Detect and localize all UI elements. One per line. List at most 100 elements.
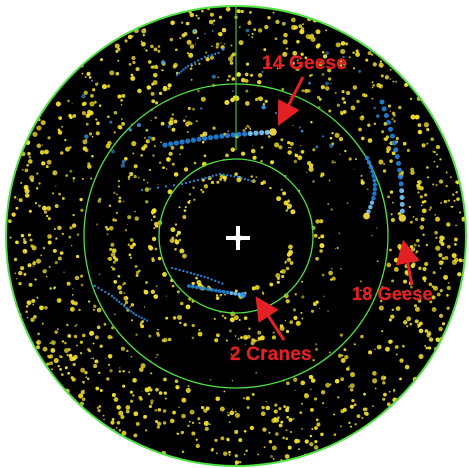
ground-clutter-dot bbox=[195, 14, 198, 17]
ground-clutter-dot bbox=[73, 354, 78, 360]
ground-clutter-dot bbox=[300, 27, 305, 31]
ground-clutter-dot bbox=[212, 19, 216, 23]
ground-clutter-speck bbox=[171, 162, 175, 166]
ground-clutter-dot bbox=[402, 290, 404, 293]
ground-clutter-dot bbox=[40, 254, 43, 257]
ground-clutter-dot bbox=[378, 83, 383, 89]
ground-clutter-dot bbox=[53, 357, 59, 364]
ground-clutter-dot bbox=[325, 382, 331, 388]
ground-clutter-dot bbox=[418, 266, 422, 270]
ground-clutter-dot bbox=[388, 390, 391, 393]
ground-clutter-dot bbox=[356, 414, 361, 419]
ground-clutter-speck bbox=[69, 226, 73, 230]
ground-clutter-dot bbox=[39, 150, 45, 155]
scatter-target-dot bbox=[121, 160, 126, 164]
ground-clutter-dot bbox=[137, 88, 142, 94]
ground-clutter-dot bbox=[309, 442, 314, 447]
ground-clutter-dot bbox=[202, 131, 208, 137]
ground-clutter-dot bbox=[225, 6, 231, 12]
ground-clutter-dot bbox=[89, 101, 95, 107]
cranes-2-track-echo bbox=[239, 291, 247, 299]
ground-clutter-dot bbox=[428, 337, 434, 342]
ground-clutter-dot bbox=[231, 52, 236, 57]
ground-clutter-dot bbox=[218, 15, 223, 19]
ground-clutter-dot bbox=[179, 37, 182, 40]
ground-clutter-dot bbox=[382, 169, 387, 173]
ground-clutter-dot bbox=[342, 110, 347, 114]
ground-clutter-dot bbox=[191, 431, 196, 436]
ground-clutter-dot bbox=[328, 109, 332, 113]
ground-clutter-dot bbox=[65, 174, 68, 177]
ground-clutter-dot bbox=[127, 178, 130, 181]
ground-clutter-dot bbox=[300, 311, 303, 314]
ground-clutter-dot bbox=[461, 216, 465, 220]
ground-clutter-dot bbox=[175, 385, 180, 390]
ground-clutter-speck bbox=[150, 119, 152, 122]
ground-clutter-dot bbox=[36, 172, 39, 175]
ground-clutter-dot bbox=[92, 88, 96, 92]
ground-clutter-dot bbox=[233, 315, 239, 321]
ground-clutter-speck bbox=[281, 87, 285, 91]
ground-clutter-dot bbox=[174, 223, 178, 226]
ground-clutter-speck bbox=[113, 313, 116, 316]
ground-clutter-dot bbox=[319, 249, 323, 253]
ground-clutter-dot bbox=[122, 283, 124, 286]
ground-clutter-dot bbox=[389, 248, 392, 252]
weak-target-echo bbox=[236, 175, 240, 179]
ground-clutter-dot bbox=[295, 66, 300, 72]
ground-clutter-speck bbox=[292, 417, 295, 420]
ground-clutter-dot bbox=[250, 73, 254, 77]
weak-target-echo bbox=[196, 178, 200, 182]
ground-clutter-speck bbox=[299, 145, 302, 147]
geese-14-track-echo bbox=[224, 132, 231, 139]
ground-clutter-dot bbox=[115, 71, 120, 76]
ground-clutter-dot bbox=[51, 368, 54, 371]
ground-clutter-dot bbox=[244, 72, 249, 77]
ground-clutter-dot bbox=[182, 253, 187, 259]
weak-target-echo bbox=[175, 73, 179, 77]
weak-target-echo bbox=[127, 308, 130, 311]
ground-clutter-speck bbox=[394, 80, 398, 83]
ground-clutter-dot bbox=[143, 414, 147, 419]
ground-clutter-speck bbox=[154, 116, 157, 120]
weak-target-echo bbox=[211, 174, 214, 178]
ground-clutter-dot bbox=[250, 341, 255, 346]
ground-clutter-dot bbox=[53, 287, 56, 290]
ground-clutter-speck bbox=[338, 153, 341, 156]
ground-clutter-dot bbox=[368, 350, 373, 355]
ground-clutter-speck bbox=[258, 338, 261, 341]
ground-clutter-speck bbox=[192, 107, 195, 111]
ground-clutter-dot bbox=[146, 85, 152, 90]
scatter-target-dot bbox=[84, 134, 89, 139]
ground-clutter-dot bbox=[151, 236, 157, 242]
ground-clutter-dot bbox=[418, 354, 424, 360]
ground-clutter-dot bbox=[393, 120, 396, 123]
ground-clutter-dot bbox=[107, 354, 113, 359]
scatter-target-dot bbox=[96, 82, 99, 84]
ground-clutter-speck bbox=[90, 357, 93, 360]
weak-target-echo bbox=[217, 51, 220, 55]
ground-clutter-dot bbox=[286, 203, 293, 209]
ground-clutter-dot bbox=[112, 218, 116, 222]
ground-clutter-dot bbox=[155, 387, 159, 392]
scatter-target-dot bbox=[160, 60, 166, 65]
ground-clutter-speck bbox=[132, 152, 135, 155]
ground-clutter-speck bbox=[154, 408, 158, 412]
scatter-target-dot bbox=[110, 149, 115, 154]
ground-clutter-dot bbox=[72, 213, 75, 217]
ground-clutter-speck bbox=[67, 99, 70, 103]
ground-clutter-dot bbox=[113, 280, 118, 284]
ground-clutter-dot bbox=[115, 211, 118, 214]
ground-clutter-dot bbox=[391, 308, 394, 312]
ground-clutter-dot bbox=[98, 371, 101, 375]
ground-clutter-speck bbox=[209, 378, 212, 381]
ground-clutter-dot bbox=[238, 40, 244, 46]
geese-14-track-echo bbox=[168, 141, 174, 147]
ground-clutter-dot bbox=[113, 397, 119, 402]
ground-clutter-dot bbox=[143, 28, 146, 31]
ground-clutter-dot bbox=[27, 233, 32, 237]
ground-clutter-dot bbox=[423, 261, 429, 267]
ground-clutter-dot bbox=[308, 374, 313, 380]
geese-18-track-echo bbox=[394, 154, 400, 160]
ground-clutter-dot bbox=[313, 445, 319, 450]
